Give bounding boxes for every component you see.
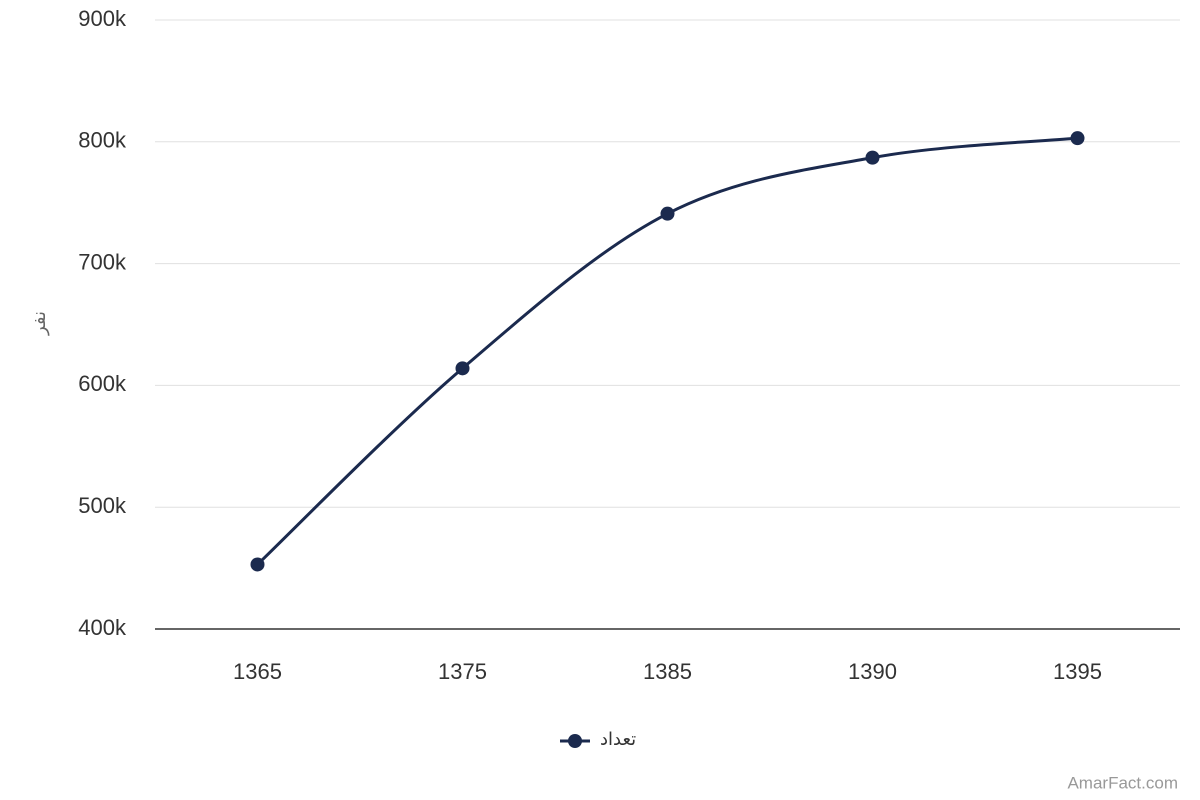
y-tick-label: 900k xyxy=(78,6,127,31)
y-tick-label: 800k xyxy=(78,128,127,153)
point xyxy=(865,150,880,165)
y-tick-label: 500k xyxy=(78,493,127,518)
y-tick-label: 400k xyxy=(78,615,127,640)
legend-swatch xyxy=(568,734,582,748)
point xyxy=(1070,131,1085,146)
series-line xyxy=(256,136,1078,566)
point xyxy=(455,361,470,376)
legend-label: تعداد xyxy=(600,729,636,750)
x-tick-label: 1365 xyxy=(233,659,282,684)
x-tick-label: 1390 xyxy=(848,659,897,684)
y-tick-label: 600k xyxy=(78,371,127,396)
x-tick-label: 1395 xyxy=(1053,659,1102,684)
y-axis-title: نفر xyxy=(29,311,50,336)
point xyxy=(250,557,265,572)
watermark: AmarFact.com xyxy=(1067,773,1178,792)
x-tick-label: 1385 xyxy=(643,659,692,684)
x-tick-label: 1375 xyxy=(438,659,487,684)
y-tick-label: 700k xyxy=(78,249,127,274)
point xyxy=(660,206,675,221)
